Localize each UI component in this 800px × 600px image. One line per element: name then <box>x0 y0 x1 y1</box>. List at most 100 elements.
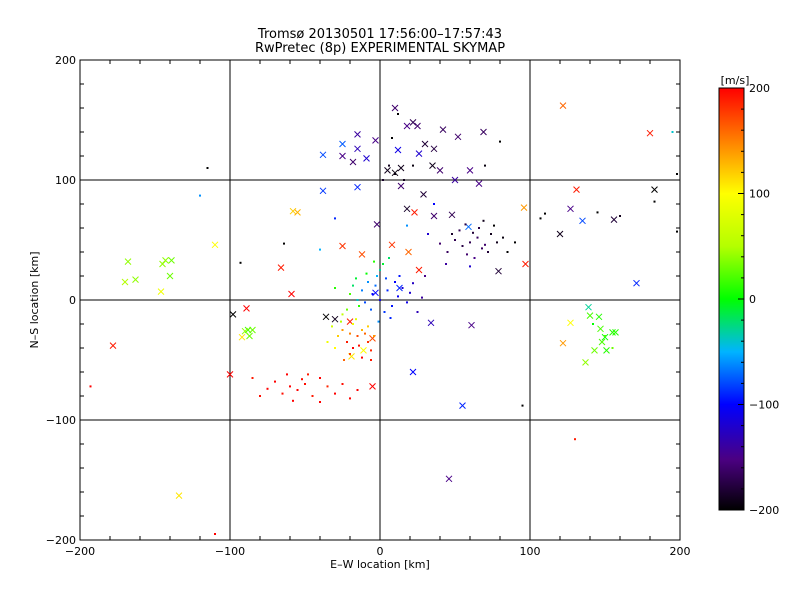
data-point-dot <box>355 277 357 280</box>
data-point-x <box>567 205 574 213</box>
data-points <box>89 102 678 535</box>
data-point-dot <box>424 275 426 277</box>
data-point-dot <box>341 383 344 385</box>
data-point-x <box>586 312 594 319</box>
data-point-dot <box>319 377 321 379</box>
data-point-dot <box>358 305 360 307</box>
data-point-dot <box>334 392 336 395</box>
data-point-x <box>166 272 174 280</box>
data-point-dot <box>361 356 363 359</box>
data-point-dot <box>355 318 357 321</box>
colorbar-tick-label: 200 <box>749 82 770 95</box>
data-point-dot <box>281 392 284 395</box>
data-point-x <box>322 313 330 321</box>
data-point-dot <box>521 404 524 407</box>
data-point-x <box>420 191 427 198</box>
data-point-x <box>288 290 295 298</box>
data-point-dot <box>391 137 393 139</box>
data-point-x <box>358 251 366 258</box>
x-tick-label: 0 <box>377 545 384 558</box>
data-point-dot <box>356 389 359 391</box>
data-point-dot <box>454 239 456 241</box>
data-point-x <box>238 333 246 341</box>
data-point-x <box>363 155 370 162</box>
data-point-x <box>157 288 165 295</box>
data-point-x <box>246 332 253 340</box>
chart-subtitle: RwPretec (8p) EXPERIMENTAL SKYMAP <box>255 41 505 56</box>
x-tick-label: −200 <box>65 545 95 558</box>
data-point-dot <box>653 200 656 203</box>
data-point-dot <box>482 219 485 222</box>
data-point-dot <box>382 263 384 265</box>
data-point-x <box>319 151 327 159</box>
data-point-dot <box>364 332 366 335</box>
colorbar-tick-label: 100 <box>749 188 770 201</box>
data-point-dot <box>484 243 486 246</box>
data-point-dot <box>592 323 594 325</box>
data-point-dot <box>341 329 344 331</box>
data-point-x <box>585 303 592 311</box>
data-point-dot <box>343 359 345 361</box>
y-tick-label: −100 <box>46 414 76 427</box>
data-point-dot <box>371 293 374 295</box>
data-point-dot <box>401 287 404 289</box>
data-point-dot <box>397 113 399 115</box>
data-point-dot <box>464 223 467 226</box>
colorbar-label: [m/s] <box>721 74 750 87</box>
data-point-x <box>651 186 658 193</box>
data-point-dot <box>349 293 351 295</box>
data-point-x <box>475 180 483 187</box>
data-point-dot <box>469 265 471 268</box>
data-point-dot <box>469 241 471 244</box>
data-point-x <box>468 321 475 329</box>
data-point-dot <box>412 282 414 285</box>
data-point-dot <box>458 229 461 232</box>
data-point-dot <box>451 233 453 235</box>
data-point-x <box>226 371 234 378</box>
data-point-x <box>414 122 421 130</box>
data-point-x <box>394 146 402 154</box>
data-point-x <box>396 284 403 292</box>
data-point-x <box>430 145 438 153</box>
data-point-dot <box>377 320 380 323</box>
data-point-x <box>609 329 616 336</box>
data-point-dot <box>466 253 468 256</box>
data-point-x <box>249 326 256 334</box>
data-point-dot <box>341 313 344 316</box>
data-point-dot <box>289 385 291 388</box>
data-point-dot <box>619 215 621 217</box>
data-point-dot <box>499 140 501 143</box>
data-point-dot <box>394 173 396 175</box>
data-point-dot <box>506 251 509 253</box>
y-tick-label: 100 <box>55 174 76 187</box>
data-point-dot <box>370 308 372 311</box>
data-point-x <box>567 319 574 327</box>
data-point-dot <box>383 311 386 313</box>
colorbar-tick-label: −100 <box>749 399 779 412</box>
data-point-dot <box>251 377 254 379</box>
data-point-x <box>121 278 129 286</box>
data-point-x <box>430 212 438 220</box>
data-point-x <box>415 150 423 157</box>
data-point-x <box>289 207 297 215</box>
data-point-x <box>598 338 606 346</box>
data-point-x <box>168 257 175 264</box>
data-point-dot <box>439 242 441 245</box>
data-point-dot <box>427 233 429 235</box>
data-point-dot <box>416 311 419 313</box>
data-point-dot <box>397 295 399 298</box>
data-point-dot <box>493 224 495 227</box>
data-point-dot <box>89 385 92 388</box>
data-point-x <box>591 347 598 354</box>
data-point-x <box>294 209 301 216</box>
y-tick-label: 200 <box>55 54 76 67</box>
data-point-dot <box>388 164 390 167</box>
data-point-x <box>520 204 528 211</box>
data-point-dot <box>446 251 449 253</box>
data-point-x <box>388 241 396 249</box>
data-point-dot <box>374 284 377 287</box>
data-point-x <box>360 347 367 354</box>
x-tick-label: 200 <box>670 545 691 558</box>
chart-title: Tromsø 20130501 17:56:00–17:57:43 <box>257 27 502 42</box>
data-point-x <box>646 129 654 137</box>
